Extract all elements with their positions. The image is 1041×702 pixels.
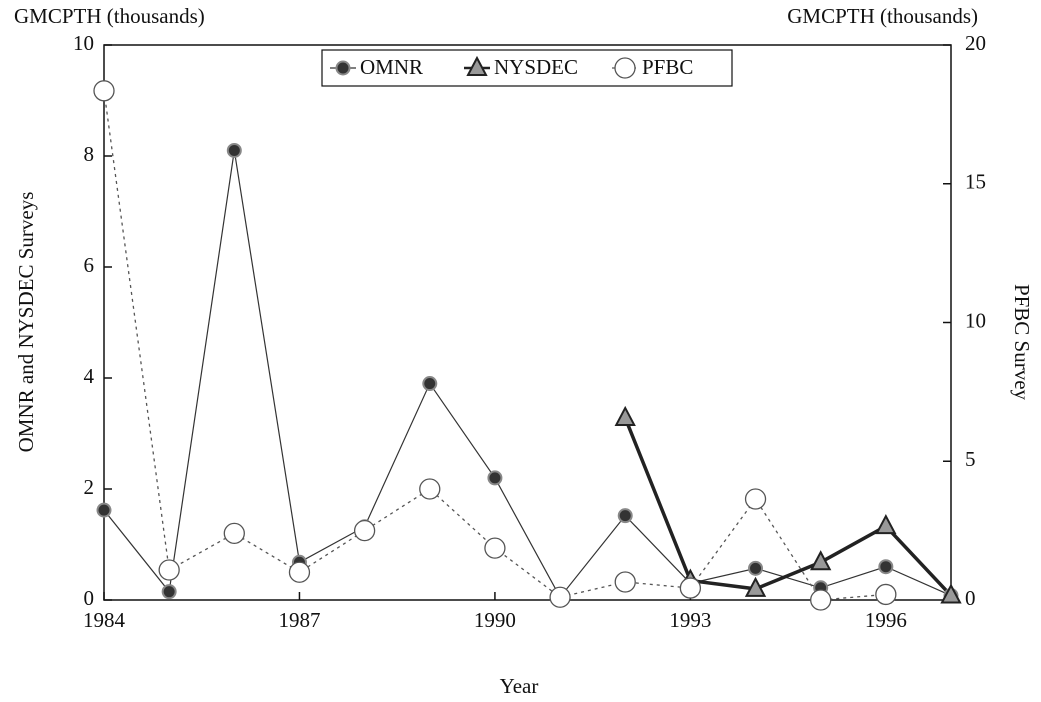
data-point (810, 589, 832, 611)
y2-tick-label: 15 (965, 170, 986, 194)
y-axis-label: OMNR and NYSDEC Surveys (14, 192, 38, 453)
data-point (288, 561, 311, 583)
legend-label: OMNR (360, 55, 423, 79)
legend-label: NYSDEC (494, 55, 578, 79)
legend-marker (614, 57, 636, 79)
y2-tick-label: 10 (965, 308, 986, 332)
y-tick-label: 0 (84, 586, 95, 610)
data-point (875, 514, 897, 535)
data-point (96, 502, 112, 518)
data-point (810, 550, 832, 571)
y-tick-label: 4 (84, 364, 95, 388)
y2-axis-label: PFBC Survey (1010, 284, 1034, 401)
y-tick-label: 2 (84, 475, 95, 499)
data-point (158, 559, 180, 581)
data-point (353, 519, 376, 542)
series-line (103, 150, 952, 599)
annotation: GMCPTH (thousands) (14, 4, 205, 28)
y-tick-label: 10 (73, 31, 94, 55)
x-tick-label: 1987 (278, 608, 320, 632)
x-tick-label: 1984 (83, 608, 126, 632)
data-point (614, 571, 636, 593)
data-point (549, 586, 571, 608)
y2-tick-label: 5 (965, 447, 976, 471)
data-point (422, 376, 438, 392)
y-tick-label: 6 (84, 253, 95, 277)
data-point (744, 576, 767, 597)
y2-tick-label: 0 (965, 586, 976, 610)
y-tick-label: 8 (84, 142, 95, 166)
legend-marker (466, 55, 488, 76)
data-point (878, 559, 894, 575)
data-point (617, 508, 633, 524)
legend-label: PFBC (642, 55, 693, 79)
data-point (226, 142, 242, 158)
data-point (161, 584, 177, 600)
x-tick-label: 1990 (474, 608, 516, 632)
x-tick-label: 1996 (865, 608, 907, 632)
annotation: GMCPTH (thousands) (787, 4, 978, 28)
legend-marker (335, 60, 351, 76)
data-point (419, 478, 441, 500)
data-point (940, 583, 962, 604)
data-point (223, 522, 245, 545)
x-axis-label: Year (500, 674, 539, 698)
data-point (744, 488, 767, 510)
y2-tick-label: 20 (965, 31, 986, 55)
legend-box (321, 49, 733, 87)
data-point (487, 470, 503, 486)
data-point (875, 583, 897, 606)
data-point (679, 577, 702, 599)
data-point (614, 405, 636, 426)
x-tick-label: 1993 (669, 608, 711, 632)
series-line (623, 417, 953, 597)
data-point (484, 537, 506, 559)
data-point (93, 80, 115, 102)
data-point (748, 560, 764, 576)
